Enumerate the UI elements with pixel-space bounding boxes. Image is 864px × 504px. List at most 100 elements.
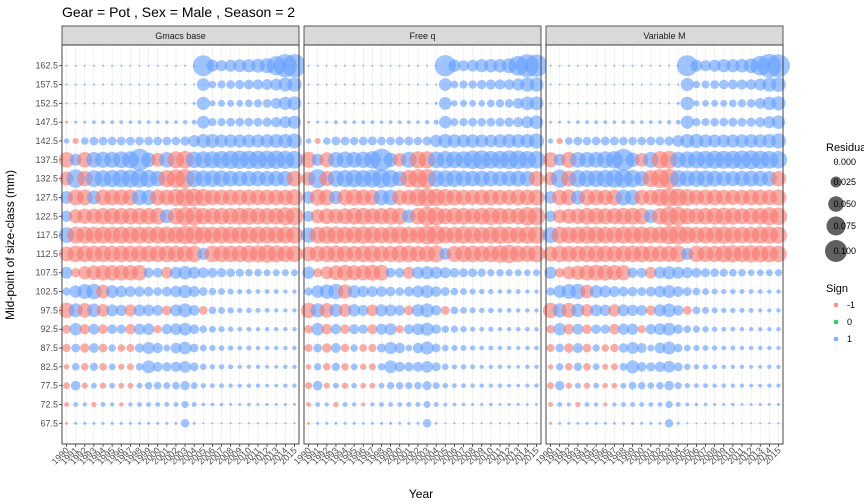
data-point: [602, 363, 609, 370]
data-point: [673, 362, 683, 372]
data-point: [626, 342, 639, 354]
data-point: [188, 266, 201, 279]
data-point: [745, 79, 757, 90]
data-point: [189, 343, 199, 353]
panel-strip-label: Variable M: [643, 31, 685, 41]
data-point: [416, 64, 420, 67]
data-point: [758, 383, 763, 388]
data-point: [770, 133, 786, 149]
data-point: [347, 285, 361, 298]
data-point: [479, 383, 484, 388]
data-point: [486, 117, 496, 127]
data-point: [178, 284, 192, 299]
data-point: [253, 117, 263, 127]
data-point: [432, 382, 440, 390]
data-point: [498, 422, 502, 425]
data-point: [628, 381, 637, 390]
data-point: [411, 266, 424, 279]
data-point: [155, 402, 161, 407]
data-point: [636, 342, 647, 354]
data-point: [307, 421, 311, 425]
data-point: [636, 267, 647, 278]
data-point: [694, 383, 699, 389]
data-point: [208, 306, 217, 315]
data-point: [576, 102, 579, 105]
data-point: [170, 323, 182, 336]
data-point: [161, 286, 172, 297]
data-point: [325, 64, 328, 67]
data-point: [506, 289, 512, 295]
data-point: [534, 364, 539, 370]
data-point: [343, 83, 347, 86]
data-point: [420, 303, 435, 318]
data-point: [495, 117, 505, 127]
data-point: [265, 364, 270, 369]
data-point: [209, 344, 216, 352]
data-point: [227, 307, 234, 314]
data-point: [293, 422, 296, 425]
data-point: [216, 268, 227, 278]
data-point: [600, 324, 610, 334]
data-point: [247, 422, 250, 425]
data-point: [255, 307, 261, 313]
data-point: [202, 422, 205, 425]
data-point: [316, 83, 319, 86]
data-point: [460, 326, 467, 333]
panel-strip-label: Free q: [409, 31, 435, 41]
data-point: [599, 285, 612, 298]
data-point: [554, 267, 565, 278]
data-point: [622, 83, 625, 86]
data-point: [680, 77, 694, 92]
data-point: [334, 83, 337, 86]
data-point: [572, 342, 583, 354]
data-point: [547, 138, 554, 144]
data-point: [73, 402, 79, 407]
data-point: [653, 323, 666, 336]
data-point: [664, 419, 674, 428]
data-point: [612, 402, 617, 407]
data-point: [386, 136, 395, 146]
data-point: [87, 303, 101, 318]
data-point: [389, 421, 393, 425]
data-point: [281, 269, 289, 277]
data-point: [673, 343, 683, 353]
data-point: [334, 64, 337, 67]
data-point: [156, 102, 159, 105]
data-point: [292, 345, 297, 351]
data-point: [645, 323, 657, 335]
data-point: [405, 344, 413, 352]
data-point: [609, 136, 619, 146]
data-point: [405, 382, 413, 390]
data-point: [461, 402, 466, 407]
data-point: [146, 402, 152, 407]
data-point: [83, 64, 86, 67]
data-point: [585, 120, 589, 125]
data-point: [142, 304, 155, 317]
data-point: [626, 304, 639, 317]
data-point: [591, 324, 601, 335]
data-point: [631, 421, 635, 425]
data-point: [183, 64, 187, 67]
panel-points: [58, 54, 306, 428]
data-point: [274, 308, 279, 313]
data-point: [711, 99, 719, 107]
data-point: [747, 269, 755, 277]
data-point: [739, 289, 745, 295]
data-point: [684, 363, 691, 371]
data-point: [702, 326, 709, 333]
data-point: [219, 402, 224, 407]
data-point: [378, 382, 385, 389]
data-point: [321, 323, 333, 335]
data-point: [702, 99, 709, 107]
data-point: [675, 401, 681, 408]
data-point: [377, 136, 386, 146]
data-point: [698, 134, 713, 148]
data-point: [129, 83, 132, 86]
data-point: [129, 102, 132, 105]
data-point: [450, 325, 458, 333]
data-point: [111, 64, 114, 67]
data-point: [325, 83, 328, 86]
data-point: [143, 267, 154, 278]
data-point: [565, 382, 572, 389]
data-point: [516, 364, 521, 369]
